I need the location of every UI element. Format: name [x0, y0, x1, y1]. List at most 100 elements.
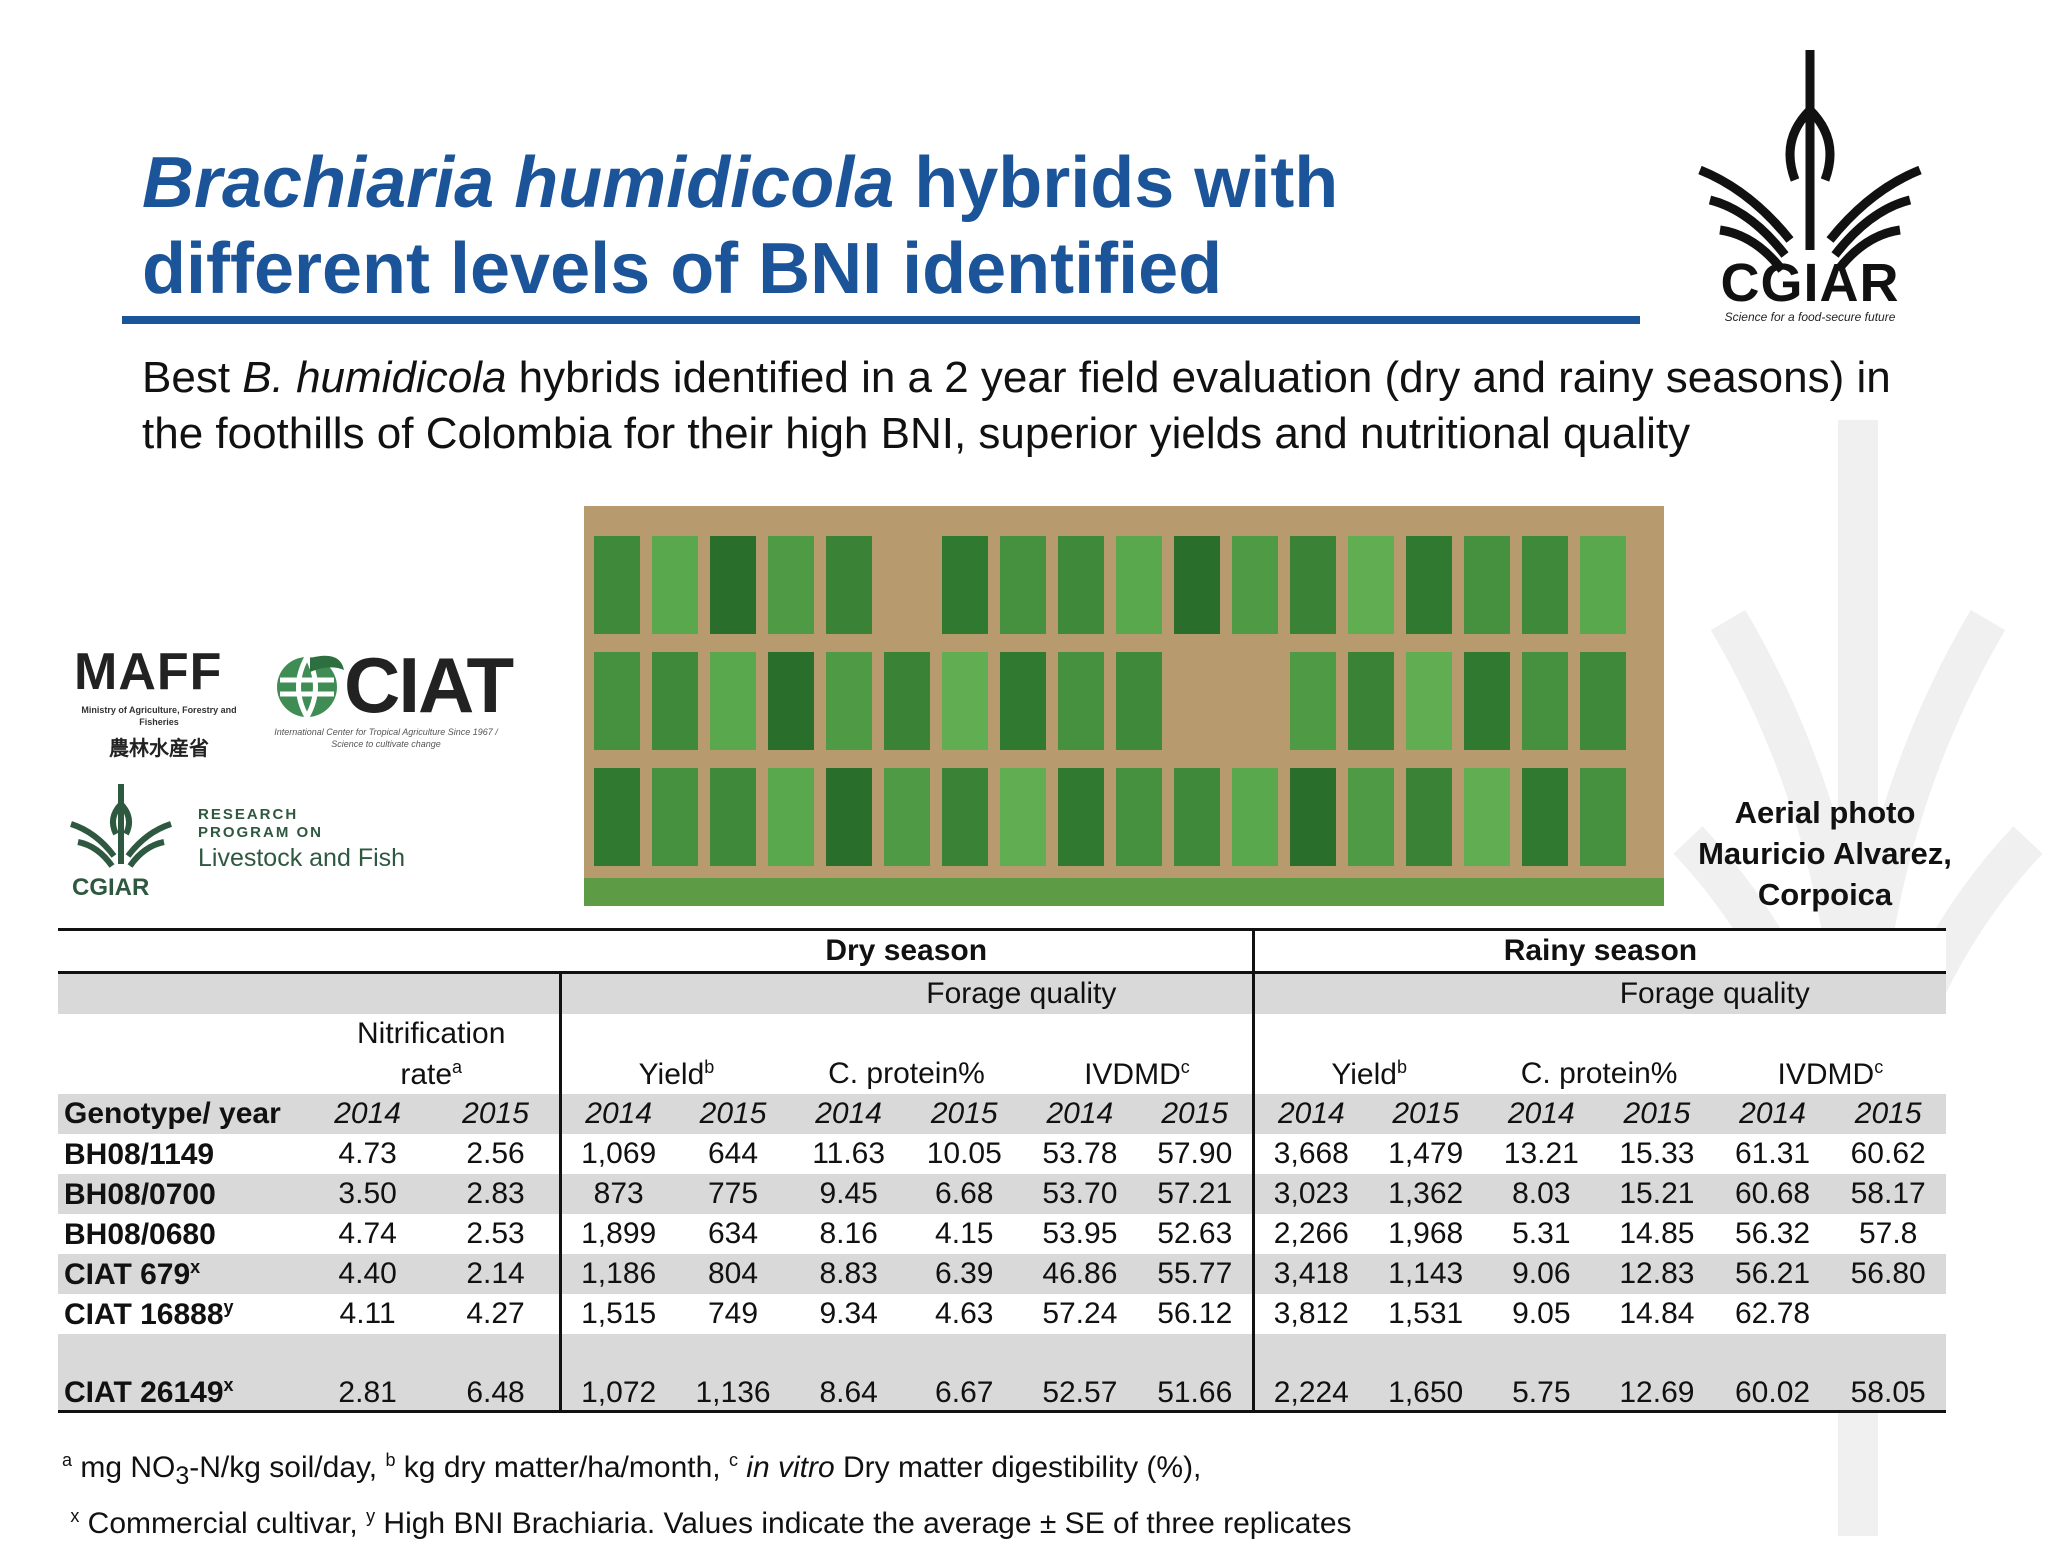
- value-cell: 775: [675, 1174, 791, 1214]
- field-plot: [1522, 536, 1568, 634]
- value-cell: 13.21: [1483, 1134, 1600, 1174]
- year-header: 2014: [303, 1094, 432, 1134]
- value-cell: 12.83: [1599, 1254, 1715, 1294]
- field-plot: [1522, 768, 1568, 866]
- field-plot: [1174, 536, 1220, 634]
- value-cell: 60.62: [1830, 1134, 1946, 1174]
- value-cell: 56.32: [1714, 1214, 1831, 1254]
- value-cell: 3.50: [303, 1174, 432, 1214]
- field-plot: [1290, 652, 1336, 750]
- field-plot: [1348, 652, 1394, 750]
- table-row: CIAT 26149x 2.81 6.48 1,072 1,136 8.64 6.67 52.…: [58, 1334, 1946, 1413]
- value-cell: 6.67: [906, 1334, 1023, 1413]
- field-plot: [1406, 652, 1452, 750]
- value-cell: 8.83: [790, 1254, 907, 1294]
- table-row: CIAT 16888y 4.11 4.27 1,515 749 9.34 4.63 57.24…: [58, 1294, 1946, 1334]
- value-cell: 9.05: [1483, 1294, 1600, 1334]
- value-cell: 1,479: [1367, 1134, 1484, 1174]
- value-cell: 14.84: [1599, 1294, 1715, 1334]
- field-plot: [826, 768, 872, 866]
- field-plot: [1000, 536, 1046, 634]
- field-plot: [942, 768, 988, 866]
- field-plot: [884, 768, 930, 866]
- value-cell: 3,812: [1251, 1294, 1368, 1334]
- field-plot: [1290, 768, 1336, 866]
- field-plot: [652, 652, 698, 750]
- field-plot: [768, 536, 814, 634]
- year-header: 2015: [906, 1094, 1023, 1134]
- forage-quality-header-rainy: Forage quality: [1483, 971, 1946, 1014]
- table-row: BH08/0700 3.50 2.83 873 775 9.45 6.68 53.70 57.2…: [58, 1174, 1946, 1214]
- value-cell: 1,899: [559, 1214, 676, 1254]
- field-plot: [1058, 768, 1104, 866]
- value-cell: 57.90: [1137, 1134, 1254, 1174]
- yield-header-rainy: Yieldb: [1251, 1054, 1484, 1094]
- value-cell: 4.11: [303, 1294, 432, 1334]
- grass-border: [584, 878, 1664, 906]
- genotype-cell: BH08/1149: [58, 1134, 304, 1174]
- field-plot: [1116, 652, 1162, 750]
- field-plot: [1348, 768, 1394, 866]
- value-cell: 1,531: [1367, 1294, 1484, 1334]
- value-cell: 56.12: [1137, 1294, 1254, 1334]
- value-cell: 3,668: [1251, 1134, 1368, 1174]
- table-row: CIAT 679x 4.40 2.14 1,186 804 8.83 6.39 46.86 55…: [58, 1254, 1946, 1294]
- value-cell: 4.73: [303, 1134, 432, 1174]
- field-plot: [710, 768, 756, 866]
- field-plot: [594, 536, 640, 634]
- field-plot: [1000, 768, 1046, 866]
- cgiar-logo-icon: [1698, 50, 1922, 273]
- field-plot: [710, 652, 756, 750]
- value-cell: 1,072: [559, 1334, 676, 1413]
- value-cell: 1,136: [675, 1334, 791, 1413]
- value-cell: 8.64: [790, 1334, 907, 1413]
- value-cell: 2.53: [431, 1214, 561, 1254]
- field-plot: [768, 768, 814, 866]
- field-plot: [1348, 536, 1394, 634]
- page-title: Brachiaria humidicola hybrids with diffe…: [142, 143, 1339, 309]
- field-plot: [1000, 652, 1046, 750]
- forage-quality-header-dry: Forage quality: [790, 971, 1254, 1014]
- value-cell: 2.56: [431, 1134, 561, 1174]
- footnote-line-2: x Commercial cultivar, y High BNI Brachi…: [70, 1506, 1352, 1540]
- year-header: 2015: [1367, 1094, 1484, 1134]
- nitrification-header-l2: ratea: [303, 1054, 561, 1094]
- yield-header-dry: Yieldb: [559, 1054, 791, 1094]
- value-cell: 11.63: [790, 1134, 907, 1174]
- year-header: 2015: [675, 1094, 791, 1134]
- photo-caption: Aerial photo Mauricio Alvarez, Corpoica: [1698, 795, 1952, 912]
- cgiar-tagline: Science for a food-secure future: [1724, 310, 1896, 324]
- field-plot: [1522, 652, 1568, 750]
- results-table: Dry season Rainy season Forage quality F…: [58, 928, 1946, 1413]
- value-cell: 9.06: [1483, 1254, 1600, 1294]
- ciat-globe-icon: [277, 655, 344, 719]
- field-plot: [1464, 536, 1510, 634]
- aerial-photo: [584, 506, 1664, 906]
- genotype-cell: BH08/0700: [58, 1174, 304, 1214]
- value-cell: 749: [675, 1294, 791, 1334]
- value-cell: 60.68: [1714, 1174, 1831, 1214]
- protein-header-dry: C. protein%: [790, 1054, 1023, 1094]
- field-plot: [1580, 652, 1626, 750]
- value-cell: 4.74: [303, 1214, 432, 1254]
- value-cell: 58.17: [1830, 1174, 1946, 1214]
- field-plot: [1580, 536, 1626, 634]
- field-plot: [768, 652, 814, 750]
- value-cell: 4.27: [431, 1294, 561, 1334]
- value-cell: 2.83: [431, 1174, 561, 1214]
- field-plot: [1406, 768, 1452, 866]
- genotype-cell: CIAT 679x: [58, 1254, 304, 1294]
- genotype-cell: BH08/0680: [58, 1214, 304, 1254]
- value-cell: 61.31: [1714, 1134, 1831, 1174]
- value-cell: 14.85: [1599, 1214, 1715, 1254]
- year-header: 2014: [1483, 1094, 1600, 1134]
- value-cell: 6.39: [906, 1254, 1023, 1294]
- footnotes: a mg NO3-N/kg soil/day, b kg dry matter/…: [62, 1440, 1962, 1544]
- footnote-line-1: a mg NO3-N/kg soil/day, b kg dry matter/…: [62, 1450, 1202, 1490]
- value-cell: 2,266: [1251, 1214, 1368, 1254]
- ivdmd-header-dry: IVDMDc: [1022, 1054, 1254, 1094]
- value-cell: 56.21: [1714, 1254, 1831, 1294]
- value-cell: 873: [559, 1174, 676, 1214]
- value-cell: 4.63: [906, 1294, 1023, 1334]
- value-cell: 1,069: [559, 1134, 676, 1174]
